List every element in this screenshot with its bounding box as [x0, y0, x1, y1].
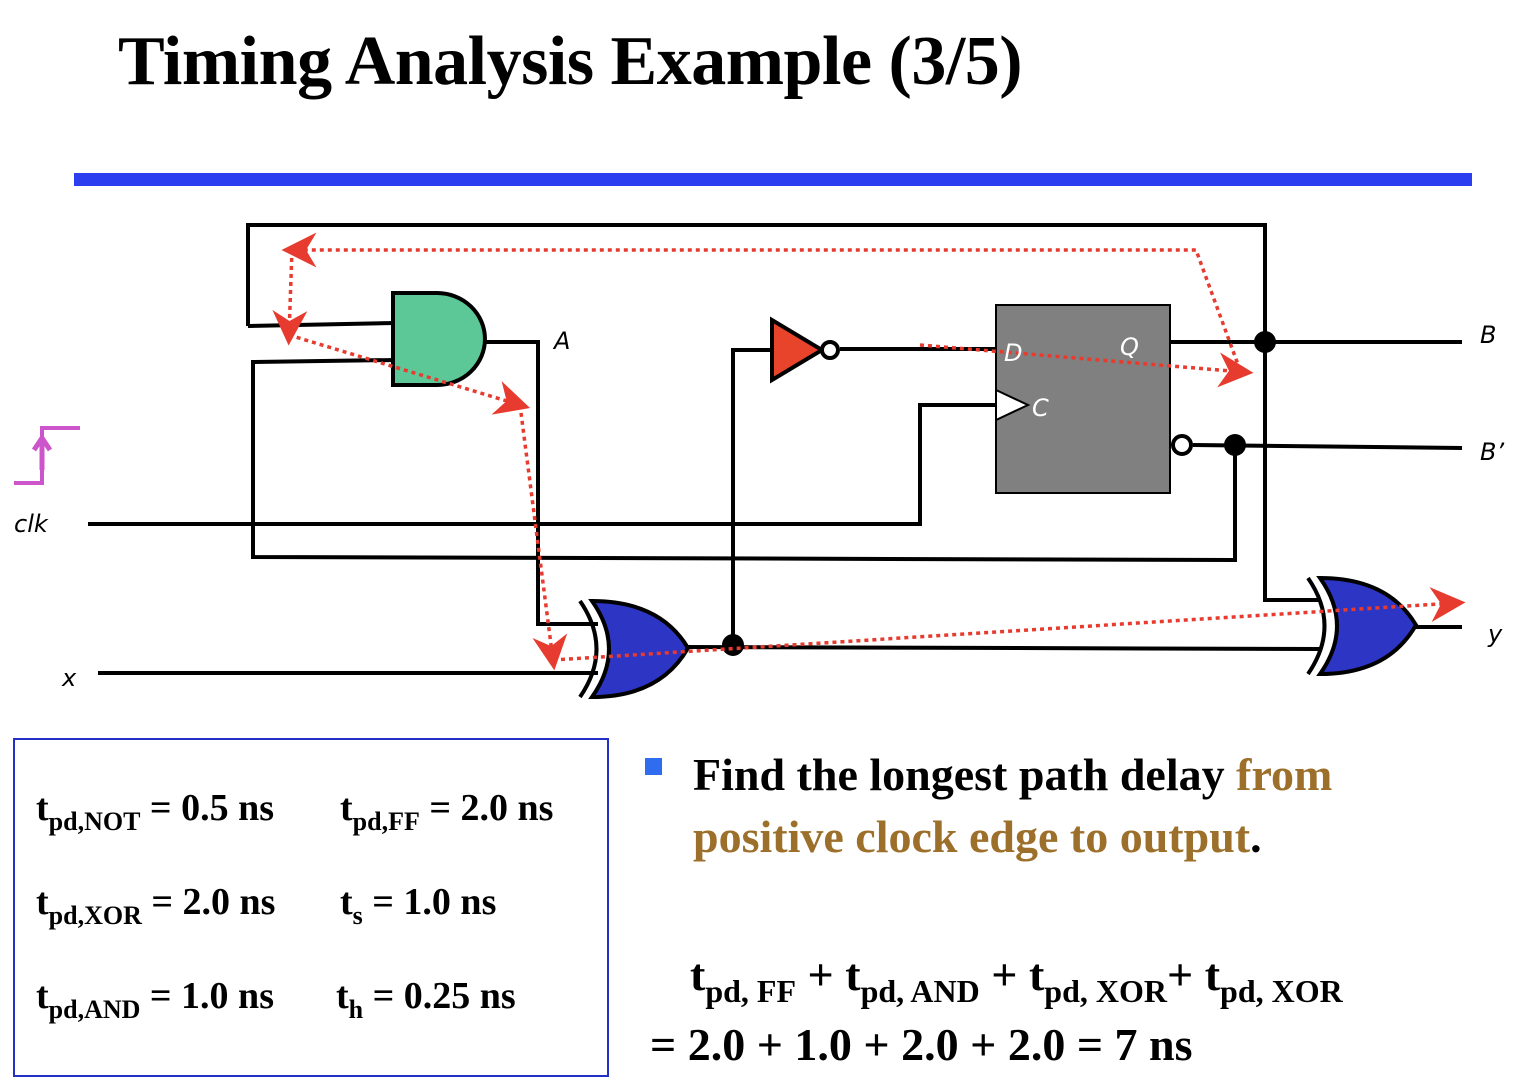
xor-gate-1 — [578, 598, 691, 700]
question-text: Find the longest path delay from positiv… — [693, 749, 1333, 862]
param-tpd-ff: tpd,FF = 2.0 ns — [340, 787, 554, 836]
param-tpd-not: tpd,NOT = 0.5 ns — [36, 787, 274, 836]
not-gate — [770, 316, 826, 384]
junction-dot — [1254, 331, 1276, 353]
label-ff-q: Q — [1120, 333, 1139, 361]
label-clk: clk — [14, 510, 49, 538]
label-y: y — [1487, 620, 1503, 648]
feedback-loop-top-wire — [246, 223, 1320, 602]
highlighted-phrase: from positive clock edge to output — [693, 749, 1333, 862]
and-input-1-wire — [247, 321, 396, 328]
wires — [88, 223, 1463, 675]
param-tpd-and: tpd,AND = 1.0 ns — [36, 975, 274, 1024]
critical-path — [272, 232, 1466, 671]
label-b: B — [1480, 321, 1496, 349]
and-output-wire — [485, 340, 598, 626]
xor-gate-2 — [1306, 575, 1419, 677]
label-ff-c: C — [1032, 394, 1049, 422]
bullet-marker — [645, 758, 662, 775]
label-x: x — [61, 664, 77, 692]
param-th: th = 0.25 ns — [336, 975, 516, 1024]
not-input-wire — [731, 348, 772, 645]
timing-parameters-box — [13, 738, 609, 1077]
clock-input-triangle — [995, 388, 1031, 422]
delay-sum-expression: tpd, FF + tpd, AND + tpd, XOR+ tpd, XOR — [690, 949, 1343, 1009]
junction-dot — [1224, 434, 1246, 456]
delay-result: = 2.0 + 1.0 + 2.0 + 2.0 = 7 ns — [650, 1019, 1193, 1070]
qbar-bubble — [1171, 434, 1193, 456]
label-b-prime: B’ — [1480, 438, 1504, 466]
title-divider — [74, 173, 1472, 186]
param-tpd-xor: tpd,XOR = 2.0 ns — [36, 881, 276, 930]
and-gate — [391, 291, 487, 387]
clock-rising-edge-icon — [14, 426, 80, 485]
label-a: A — [552, 327, 570, 355]
junction-dot — [722, 634, 744, 656]
flip-flop — [995, 304, 1171, 494]
label-ff-d: D — [1004, 339, 1022, 367]
and-input-2-wire — [251, 358, 1237, 563]
xor1-output-wire — [684, 645, 1321, 651]
page-title: Timing Analysis Example (3/5) — [118, 23, 1023, 100]
clk-wire — [88, 403, 996, 526]
not-bubble — [820, 340, 840, 360]
param-ts: ts = 1.0 ns — [340, 881, 497, 930]
